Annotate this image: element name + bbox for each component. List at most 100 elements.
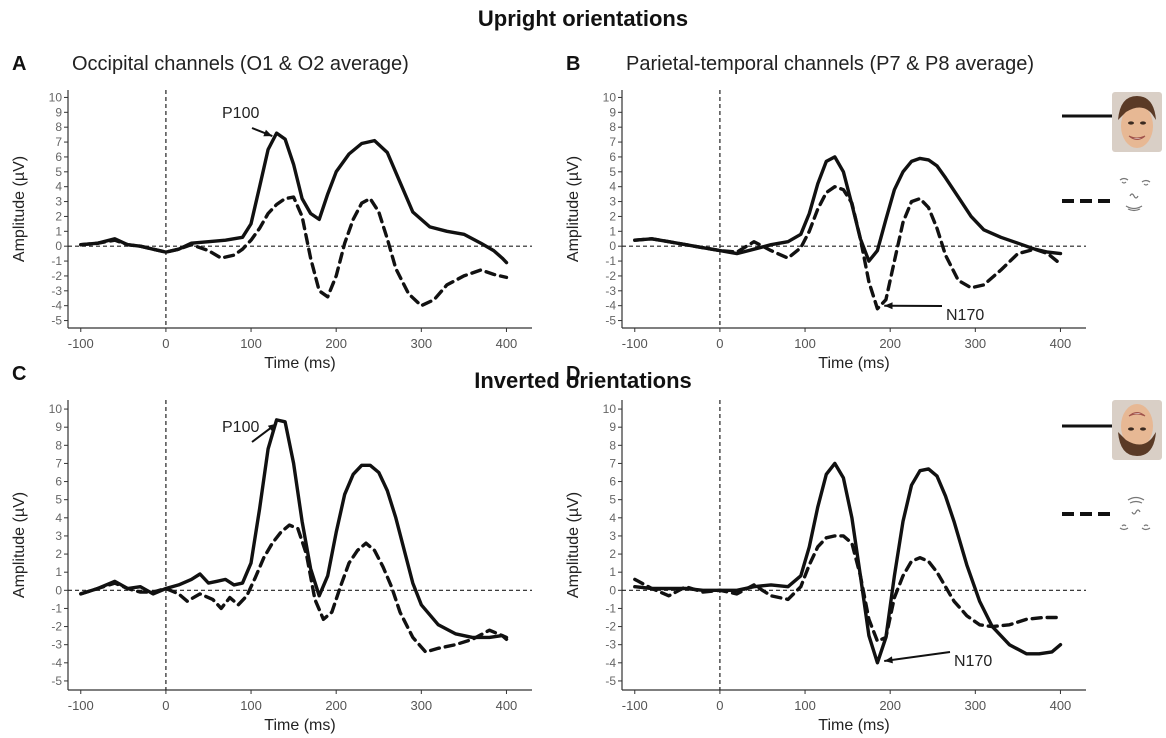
y-tick-label: 7 bbox=[55, 456, 62, 470]
y-tick-label: -1 bbox=[51, 601, 62, 615]
y-tick-label: 4 bbox=[55, 180, 62, 194]
x-tick-label: 100 bbox=[794, 336, 816, 351]
y-tick-label: 9 bbox=[609, 420, 616, 434]
dashed-series-line bbox=[633, 534, 1063, 643]
legend-solid-line-inverted bbox=[1062, 424, 1112, 428]
scrambled-face-features-icon bbox=[1119, 177, 1151, 212]
solid-series-line bbox=[79, 418, 509, 640]
x-tick-label: 200 bbox=[879, 698, 901, 713]
panel-letter: C bbox=[12, 363, 26, 385]
x-tick-label: 400 bbox=[1050, 336, 1072, 351]
y-tick-label: 0 bbox=[609, 239, 616, 253]
x-tick-label: 300 bbox=[964, 698, 986, 713]
y-tick-label: 9 bbox=[55, 420, 62, 434]
inverted-scrambled-features-icon bbox=[1119, 496, 1151, 531]
peak-annotation-label: N170 bbox=[954, 653, 992, 670]
x-tick-label: 400 bbox=[1050, 698, 1072, 713]
y-tick-label: 2 bbox=[609, 209, 616, 223]
annotation-arrow-head bbox=[884, 302, 893, 310]
y-tick-label: 10 bbox=[49, 402, 63, 416]
y-tick-label: 2 bbox=[55, 209, 62, 223]
x-tick-label: 0 bbox=[716, 698, 723, 713]
y-tick-label: 10 bbox=[603, 402, 617, 416]
y-tick-label: 1 bbox=[55, 224, 62, 238]
dashed-series-line bbox=[79, 195, 509, 308]
y-tick-label: 6 bbox=[55, 150, 62, 164]
y-tick-label: 3 bbox=[55, 529, 62, 543]
solid-series-line bbox=[633, 155, 1063, 263]
y-tick-label: -2 bbox=[51, 269, 62, 283]
y-tick-label: -3 bbox=[51, 284, 62, 298]
y-tick-label: -5 bbox=[51, 314, 62, 328]
y-tick-label: 6 bbox=[55, 475, 62, 489]
y-tick-label: 1 bbox=[609, 565, 616, 579]
x-tick-label: 0 bbox=[162, 698, 169, 713]
y-tick-label: 3 bbox=[55, 195, 62, 209]
y-axis-title: Amplitude (µV) bbox=[11, 156, 28, 262]
solid-series-line bbox=[633, 461, 1063, 665]
x-tick-label: 100 bbox=[794, 698, 816, 713]
y-tick-label: -3 bbox=[605, 638, 616, 652]
y-tick-label: -4 bbox=[51, 299, 62, 313]
upright-orientations-heading: Upright orientations bbox=[477, 6, 689, 31]
y-axis-title: Amplitude (µV) bbox=[565, 156, 582, 262]
y-tick-label: 2 bbox=[55, 547, 62, 561]
y-tick-label: 3 bbox=[609, 529, 616, 543]
y-tick-label: 6 bbox=[609, 150, 616, 164]
y-tick-label: 5 bbox=[609, 165, 616, 179]
y-axis-title: Amplitude (µV) bbox=[11, 492, 28, 598]
y-tick-label: 7 bbox=[609, 456, 616, 470]
y-tick-label: 1 bbox=[55, 565, 62, 579]
x-tick-label: 400 bbox=[496, 698, 518, 713]
y-axis-title: Amplitude (µV) bbox=[565, 492, 582, 598]
y-tick-label: 10 bbox=[603, 90, 617, 104]
y-tick-label: -5 bbox=[605, 314, 616, 328]
y-tick-label: -2 bbox=[51, 620, 62, 634]
panel-title: Parietal-temporal channels (P7 & P8 aver… bbox=[626, 53, 1034, 75]
x-tick-label: 100 bbox=[240, 336, 262, 351]
y-tick-label: -3 bbox=[605, 284, 616, 298]
x-tick-label: 0 bbox=[162, 336, 169, 351]
annotation-arrow-head bbox=[884, 656, 893, 664]
y-tick-label: -1 bbox=[605, 254, 616, 268]
dashed-series-line bbox=[633, 185, 1063, 311]
legend-dashed-line-inverted bbox=[1062, 512, 1110, 516]
y-tick-label: 0 bbox=[55, 583, 62, 597]
chart-panel-d: -5 -4 -3 -2 -1 0 1 2 3 4 5 6 7 8 9 10 -100 0 100 200 300 400 T… bbox=[565, 363, 1086, 734]
y-tick-label: 8 bbox=[609, 120, 616, 134]
x-tick-label: -100 bbox=[622, 698, 648, 713]
x-tick-label: 300 bbox=[410, 336, 432, 351]
x-tick-label: 200 bbox=[325, 698, 347, 713]
x-tick-label: 0 bbox=[716, 336, 723, 351]
y-tick-label: 9 bbox=[55, 105, 62, 119]
legend-dashed-line bbox=[1062, 199, 1110, 203]
inverted-face-photo-icon bbox=[1112, 400, 1162, 460]
peak-annotation-label: P100 bbox=[222, 105, 259, 122]
annotation-arrow-head bbox=[267, 423, 277, 432]
y-tick-label: 4 bbox=[55, 511, 62, 525]
x-tick-label: -100 bbox=[68, 698, 94, 713]
y-tick-label: 5 bbox=[55, 493, 62, 507]
annotation-arrow-head bbox=[263, 129, 273, 137]
y-tick-label: -1 bbox=[605, 601, 616, 615]
y-tick-label: 7 bbox=[55, 135, 62, 149]
panel-title: Occipital channels (O1 & O2 average) bbox=[72, 53, 409, 75]
x-axis-title: Time (ms) bbox=[264, 717, 335, 734]
y-tick-label: -2 bbox=[605, 269, 616, 283]
y-tick-label: -4 bbox=[51, 656, 62, 670]
inverted-orientations-heading: Inverted orientations bbox=[474, 368, 692, 393]
panel-letter: A bbox=[12, 53, 26, 75]
x-tick-label: -100 bbox=[622, 336, 648, 351]
chart-panel-c: -5 -4 -3 -2 -1 0 1 2 3 4 5 6 7 8 9 10 -100 0 100 200 300 400 T… bbox=[11, 363, 532, 734]
x-tick-label: 200 bbox=[325, 336, 347, 351]
y-tick-label: -1 bbox=[51, 254, 62, 268]
y-tick-label: 0 bbox=[609, 583, 616, 597]
y-tick-label: 8 bbox=[55, 120, 62, 134]
y-tick-label: 7 bbox=[609, 135, 616, 149]
y-tick-label: 5 bbox=[609, 493, 616, 507]
y-tick-label: 10 bbox=[49, 90, 63, 104]
